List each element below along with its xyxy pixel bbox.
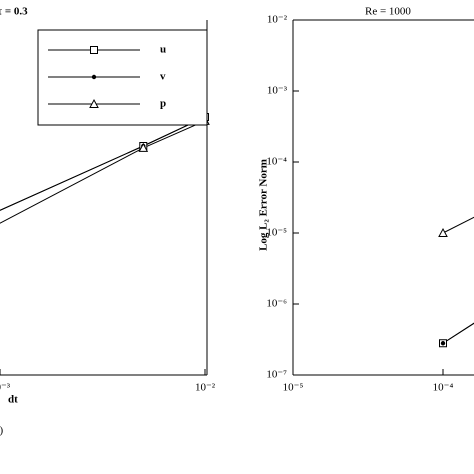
y-tick-label: 10⁻⁴ — [266, 156, 287, 168]
chart-title: Re = 1000 — [365, 6, 411, 18]
panel-label: (a) — [0, 425, 4, 437]
legend-label: u — [160, 44, 166, 56]
x-tick-label: 10⁻³ — [0, 382, 11, 394]
marker-triangle — [438, 227, 448, 237]
series-line — [442, 322, 474, 344]
marker-dot — [91, 74, 97, 80]
y-axis-title: Log L₂ Error Norm — [258, 159, 270, 251]
series-line — [442, 216, 474, 234]
y-tick-label: 10⁻⁶ — [266, 298, 287, 310]
x-tick-label: 10⁻² — [195, 382, 216, 394]
y-tick-label: 10⁻² — [267, 14, 288, 26]
x-tick-label: 10⁻⁵ — [283, 382, 304, 394]
marker-triangle — [89, 98, 99, 108]
y-tick-label: 10⁻⁵ — [266, 227, 287, 239]
y-tick-label: 10⁻³ — [267, 85, 288, 97]
x-tick-label: 10⁻⁴ — [433, 382, 454, 394]
x-axis-title: dt — [8, 394, 18, 406]
marker-triangle — [138, 142, 149, 152]
y-tick-label: 10⁻⁷ — [266, 369, 287, 381]
marker-square — [90, 46, 98, 54]
marker-dot — [440, 341, 446, 346]
chart-title: τ = 0.3 — [0, 6, 28, 18]
legend-label: p — [160, 98, 166, 110]
legend-label: v — [160, 71, 166, 83]
